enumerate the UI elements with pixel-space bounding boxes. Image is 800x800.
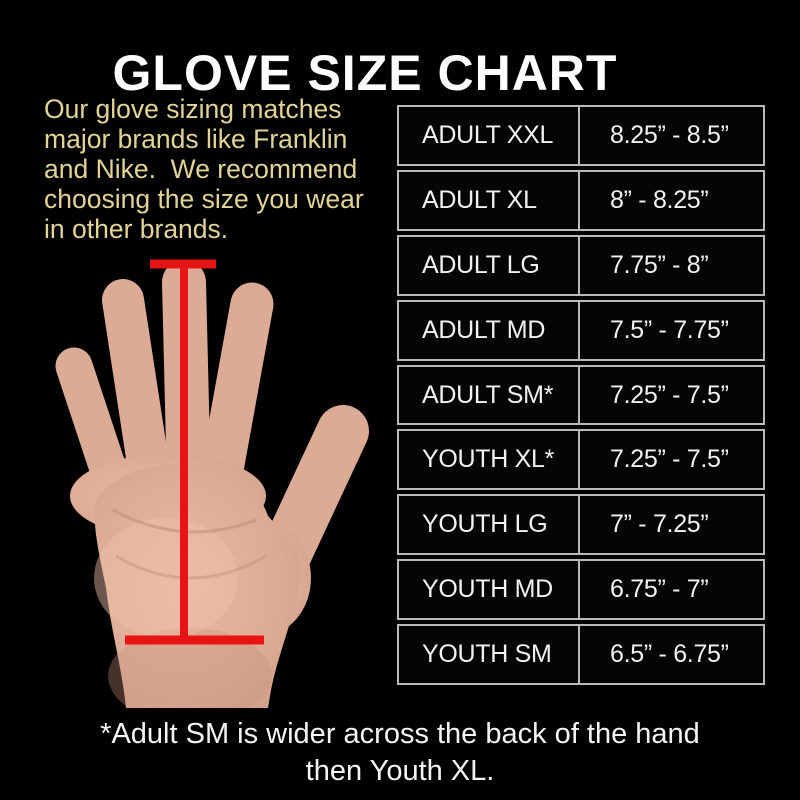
intro-line: Our glove sizing matches [44,94,342,124]
footnote-line: *Adult SM is wider across the back of th… [100,718,700,750]
index-finger [197,282,274,508]
table-row: YOUTH SM 6.5” - 6.75” [397,624,765,686]
size-label-cell: YOUTH LG [399,496,580,554]
size-label-cell: YOUTH SM [399,626,580,684]
intro-line: in other brands. [44,214,229,244]
size-table: ADULT XXL 8.25” - 8.5” ADULT XL 8” - 8.2… [397,105,765,686]
size-label-cell: YOUTH XL* [399,431,580,489]
table-row: ADULT LG 7.75” - 8” [397,234,765,296]
footnote: *Adult SM is wider across the back of th… [0,716,800,790]
size-label-cell: ADULT MD [399,301,580,359]
size-label-cell: ADULT SM* [399,366,580,424]
size-label-cell: ADULT LG [399,236,580,294]
footnote-line: then Youth XL. [305,755,495,787]
ring-finger [102,279,172,504]
table-row: ADULT XXL 8.25” - 8.5” [397,105,765,166]
size-label-cell: ADULT XXL [399,107,580,164]
palm-highlight [94,518,238,638]
intro-paragraph: Our glove sizing matches major brands li… [44,94,394,244]
size-label-cell: ADULT XL [399,171,580,229]
palm-crease-lower [115,554,267,580]
size-range-cell: 7.25” - 7.5” [610,445,729,474]
measurement-lines [125,259,264,645]
size-range-cell: 7.5” - 7.75” [610,315,729,344]
table-row: ADULT XL 8” - 8.25” [397,169,765,231]
size-range-cell: 8.25” - 8.5” [610,120,729,149]
size-range-cell: 6.75” - 7” [610,575,709,604]
size-range-cell: 7.25” - 7.5” [610,380,729,409]
table-row: YOUTH XL* 7.25” - 7.5” [397,429,765,491]
size-range-cell: 6.5” - 6.75” [610,640,729,669]
table-row: YOUTH LG 7” - 7.25” [397,494,765,556]
page-title: GLOVE SIZE CHART [112,45,618,101]
size-label-cell: YOUTH MD [399,561,580,619]
size-range-cell: 7.75” - 8” [610,250,709,279]
table-row: ADULT SM* 7.25” - 7.5” [397,364,765,426]
intro-line: and Nike. We recommend [44,154,358,184]
wrist-shadow [108,628,272,708]
intro-line: choosing the size you wear [44,184,364,214]
size-range-cell: 7” - 7.25” [610,510,709,539]
hand-photo [55,259,369,708]
intro-line: major brands like Franklin [44,124,348,154]
table-row: YOUTH MD 6.75” - 7” [397,559,765,621]
size-range-cell: 8” - 8.25” [610,185,709,214]
table-row: ADULT MD 7.5” - 7.75” [397,299,765,361]
